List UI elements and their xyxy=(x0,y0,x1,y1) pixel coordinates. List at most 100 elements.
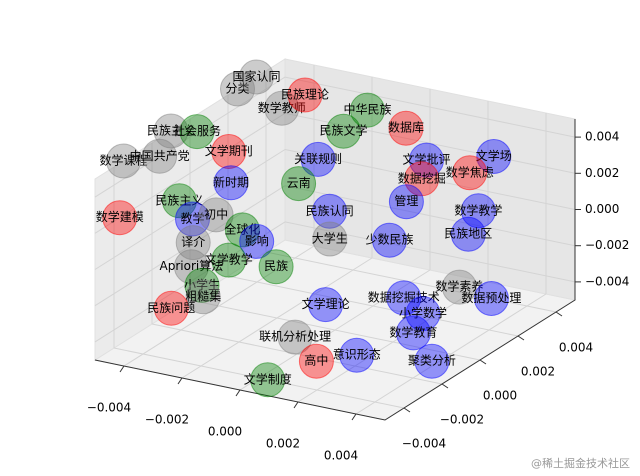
point-label: 民族主义 xyxy=(147,124,195,138)
point-label: 数学教学 xyxy=(454,202,502,217)
point-label: 中国共产党 xyxy=(130,148,190,163)
point-label: 文学教学 xyxy=(205,252,253,267)
point-label: 数学素养 xyxy=(435,279,483,294)
point-label: 文学理论 xyxy=(302,296,350,311)
point xyxy=(179,114,215,150)
point-label: 数据挖掘 xyxy=(398,170,446,185)
point-label: 关联规则 xyxy=(294,151,342,166)
point xyxy=(450,216,486,252)
tick-mark xyxy=(119,365,125,373)
x-tick-label: −0.002 xyxy=(145,413,189,427)
grid-line xyxy=(189,299,481,361)
point-label: 数据库 xyxy=(388,120,424,135)
point xyxy=(211,134,247,169)
z-tick-label: 0.004 xyxy=(585,130,619,144)
point xyxy=(281,166,317,202)
point-label: 译介 xyxy=(181,235,205,249)
point-label: 中华民族 xyxy=(343,102,391,117)
tick-mark xyxy=(177,377,183,385)
point xyxy=(350,92,385,128)
point xyxy=(326,113,361,149)
point-label: 数学教师 xyxy=(258,100,306,115)
x-tick-label: 0.004 xyxy=(324,449,358,463)
grid-line xyxy=(94,149,286,270)
point-label: 文学期刊 xyxy=(205,143,253,158)
tick-mark xyxy=(351,413,357,421)
point-label: 数学教育 xyxy=(389,324,437,339)
y-tick-label: −0.002 xyxy=(440,413,484,427)
point xyxy=(220,71,255,107)
point-label: 联机分析处理 xyxy=(259,330,331,344)
point-label: 高中 xyxy=(304,353,328,368)
point xyxy=(239,223,275,259)
point-label: 数据挖掘技术 xyxy=(368,289,440,304)
point-label: 民族认同 xyxy=(306,204,354,218)
point-label: 民族主义 xyxy=(155,193,203,207)
axis-line xyxy=(94,119,576,421)
point-label: 民族 xyxy=(264,259,288,273)
point xyxy=(473,281,509,316)
grid-line xyxy=(94,221,286,343)
point xyxy=(161,183,197,219)
point xyxy=(106,143,141,179)
x-tick-label: 0.000 xyxy=(208,425,242,439)
point-label: 新时期 xyxy=(213,174,249,189)
point-label: 民族理论 xyxy=(281,88,329,102)
point-label: 小学生 xyxy=(184,277,220,292)
point-label: 粗糙集 xyxy=(185,288,221,303)
tick-mark xyxy=(555,311,563,317)
y-tick-label: 0.004 xyxy=(559,341,593,355)
point-label: 文学制度 xyxy=(244,371,292,386)
point xyxy=(264,90,300,126)
point xyxy=(153,290,189,326)
y-tick-label: 0.000 xyxy=(483,389,517,403)
point xyxy=(258,249,294,285)
point xyxy=(239,59,274,95)
point-label: 教学 xyxy=(180,211,204,226)
point xyxy=(372,222,407,258)
z-tick-label: 0.002 xyxy=(585,166,619,180)
grid-line xyxy=(284,149,576,210)
point-label: 少数民族 xyxy=(365,232,413,247)
tick-mark xyxy=(235,389,241,397)
point xyxy=(287,77,323,113)
point xyxy=(173,249,209,285)
point xyxy=(386,280,422,316)
point xyxy=(308,287,344,323)
point-label: 民族问题 xyxy=(147,301,195,315)
point-label: 数学课程 xyxy=(99,153,147,168)
point-label: 文学批评 xyxy=(402,152,450,167)
grid-line xyxy=(94,76,286,198)
grid-line xyxy=(94,185,286,307)
point xyxy=(414,343,450,379)
point xyxy=(300,141,336,177)
tick-mark xyxy=(403,407,411,413)
grid-line xyxy=(284,221,576,283)
point xyxy=(339,337,375,373)
grid-line xyxy=(113,347,405,409)
grid-line xyxy=(227,275,519,337)
point-label: 文学场 xyxy=(476,148,512,163)
point xyxy=(185,279,221,315)
tick-mark xyxy=(293,401,299,409)
point-label: 民族文学 xyxy=(319,123,367,138)
point-label: 数据预处理 xyxy=(461,290,521,305)
point-label: 分类 xyxy=(225,82,249,96)
point-label: Apriori算法 xyxy=(160,258,224,273)
point xyxy=(198,197,234,233)
point-label: 管理 xyxy=(394,193,418,208)
z-tick-label: 0.000 xyxy=(585,202,619,216)
point xyxy=(250,362,286,398)
point xyxy=(211,242,247,278)
point xyxy=(388,184,424,220)
point xyxy=(102,200,138,236)
z-tick-label: −0.004 xyxy=(585,274,629,288)
y-tick-label: −0.004 xyxy=(402,437,446,451)
point xyxy=(213,165,249,201)
point-label: 聚类分析 xyxy=(408,354,456,368)
point xyxy=(404,161,440,197)
point xyxy=(142,138,178,174)
point-label: 影响 xyxy=(245,233,269,248)
point-label: 云南 xyxy=(287,175,311,190)
